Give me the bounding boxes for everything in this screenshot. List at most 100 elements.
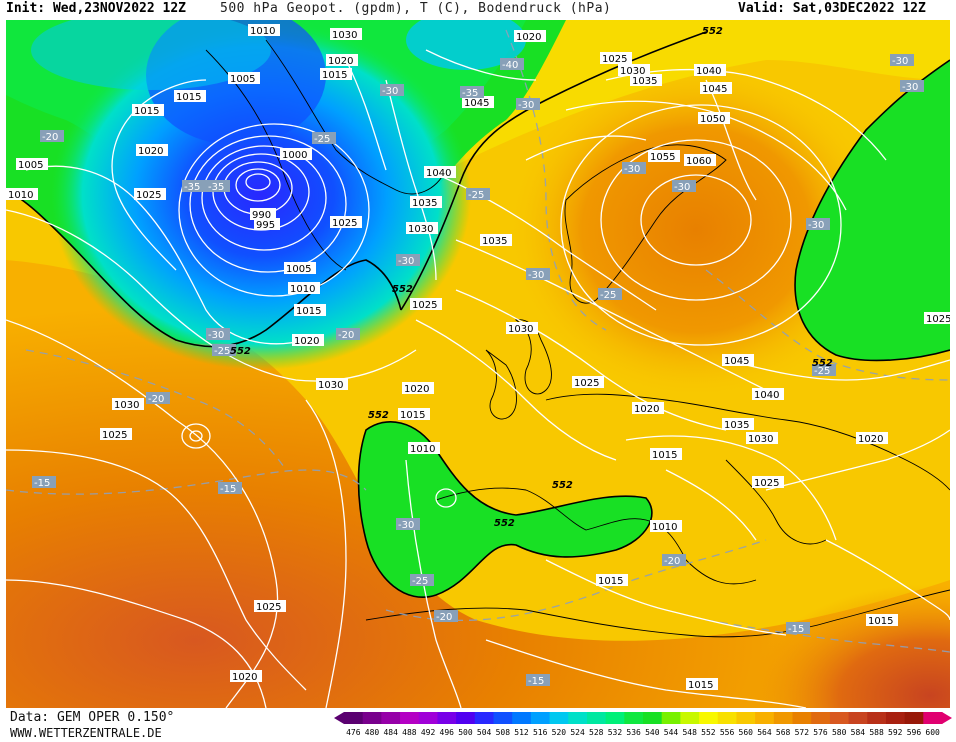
pressure-label: 990: [250, 208, 276, 221]
svg-text:1015: 1015: [598, 576, 623, 587]
pressure-label: 1030: [506, 322, 538, 335]
pressure-label: 1015: [132, 104, 164, 117]
colorbar-swatch: [586, 712, 607, 724]
colorbar-swatch: [661, 712, 681, 724]
svg-text:-30: -30: [518, 100, 534, 111]
svg-text:1005: 1005: [230, 74, 255, 85]
colorbar-tick-label: 524: [570, 728, 585, 737]
pressure-label: 1030: [112, 398, 144, 411]
pressure-label: 1010: [6, 188, 38, 201]
svg-text:1010: 1010: [652, 522, 677, 533]
svg-text:1020: 1020: [516, 32, 541, 43]
temperature-label: -25: [466, 188, 490, 201]
colorbar-swatch: [755, 712, 775, 724]
colorbar-swatch: [400, 712, 420, 724]
svg-text:-30: -30: [808, 220, 824, 231]
pressure-isobars: [6, 49, 950, 708]
svg-text:1045: 1045: [702, 84, 727, 95]
svg-text:-30: -30: [528, 270, 544, 281]
svg-text:1025: 1025: [412, 300, 437, 311]
pressure-label: 1025: [572, 376, 604, 389]
pressure-label: 1015: [320, 68, 352, 81]
colorbar-tick-label: 532: [608, 728, 623, 737]
colorbar-tick-label: 520: [552, 728, 567, 737]
pressure-label: 1025: [254, 600, 286, 613]
colorbar-swatch: [605, 712, 625, 724]
svg-text:1015: 1015: [322, 70, 347, 81]
svg-text:-30: -30: [892, 56, 908, 67]
colorbar-swatch: [344, 712, 364, 724]
svg-text:-25: -25: [314, 134, 330, 145]
svg-text:1025: 1025: [256, 602, 281, 613]
svg-text:1030: 1030: [748, 434, 773, 445]
temperature-label: -35: [460, 86, 484, 99]
pressure-label: 1025: [924, 312, 950, 325]
svg-text:1010: 1010: [290, 284, 315, 295]
temperature-label: -15: [218, 482, 242, 495]
colorbar-tick-label: 480: [365, 728, 380, 737]
temperature-label: -25: [410, 574, 434, 587]
colorbar-tick-label: 600: [925, 728, 940, 737]
colorbar-swatch: [867, 712, 887, 724]
north-africa-coast: [365, 589, 950, 638]
geopotential-label: 552: [552, 480, 573, 491]
geopotential-label-layer: 552 552 552 552 552 552 552: [230, 26, 833, 529]
pressure-label: 1010: [650, 520, 682, 533]
colorbar-tick-label: 580: [832, 728, 847, 737]
svg-text:1015: 1015: [400, 410, 425, 421]
svg-text:1050: 1050: [700, 114, 725, 125]
svg-text:1030: 1030: [332, 30, 357, 41]
geopotential-label: 552: [494, 518, 515, 529]
temperature-label: -35: [206, 180, 230, 193]
svg-text:-30: -30: [902, 82, 918, 93]
colorbar-arrow-left: [334, 712, 344, 724]
pressure-label: 1025: [100, 428, 132, 441]
svg-text:-30: -30: [624, 164, 640, 175]
pressure-label: 1015: [174, 90, 206, 103]
map-header: Init: Wed,23NOV2022 12Z 500 hPa Geopot. …: [0, 0, 956, 20]
svg-text:1005: 1005: [286, 264, 311, 275]
colorbar-tick-label: 528: [589, 728, 604, 737]
pressure-label: 1010: [288, 282, 320, 295]
pressure-label: 1000: [280, 148, 312, 161]
colorbar-tick-label: 536: [626, 728, 641, 737]
svg-text:1030: 1030: [408, 224, 433, 235]
pressure-label: 1040: [694, 64, 726, 77]
colorbar-arrow-right: [942, 712, 952, 724]
website-link[interactable]: WWW.WETTERZENTRALE.DE: [10, 726, 162, 740]
temperature-label: -30: [622, 162, 646, 175]
svg-text:-20: -20: [436, 612, 452, 623]
svg-text:1040: 1040: [426, 168, 451, 179]
svg-text:1025: 1025: [574, 378, 599, 389]
pressure-label: 1045: [462, 96, 494, 109]
svg-text:-25: -25: [412, 576, 428, 587]
svg-text:1030: 1030: [318, 380, 343, 391]
svg-text:1020: 1020: [858, 434, 883, 445]
colorbar-tick-label: 516: [533, 728, 548, 737]
svg-text:1005: 1005: [18, 160, 43, 171]
colorbar-tick-label: 560: [739, 728, 754, 737]
colorbar-tick-label: 476: [346, 728, 361, 737]
svg-text:1030: 1030: [620, 66, 645, 77]
pressure-label: 1055: [648, 150, 680, 163]
svg-text:-20: -20: [42, 132, 58, 143]
map-title: 500 hPa Geopot. (gpdm), T (C), Bodendruc…: [220, 1, 612, 16]
svg-text:-30: -30: [398, 520, 414, 531]
colorbar-tick-label: 576: [813, 728, 828, 737]
scandinavia-warm-high: [506, 60, 886, 400]
pressure-label: 1020: [292, 334, 324, 347]
svg-text:1035: 1035: [412, 198, 437, 209]
pressure-label: 1030: [618, 64, 650, 77]
pressure-label-layer: 1010 1005 1015 1015 1020 1005 1010 1025 …: [6, 24, 950, 691]
colorbar-swatch: [493, 712, 513, 724]
colorbar-tick-label: 496: [440, 728, 455, 737]
pressure-label: 1025: [134, 188, 166, 201]
cold-tongue-north: [31, 20, 271, 90]
pressure-label: 1025: [330, 216, 362, 229]
svg-text:-20: -20: [338, 330, 354, 341]
colorbar-swatch: [680, 712, 700, 724]
pressure-label: 1025: [600, 52, 632, 65]
geopotential-label: 552: [812, 358, 833, 369]
temperature-label: -30: [396, 518, 420, 531]
colorbar-swatch: [437, 712, 457, 724]
